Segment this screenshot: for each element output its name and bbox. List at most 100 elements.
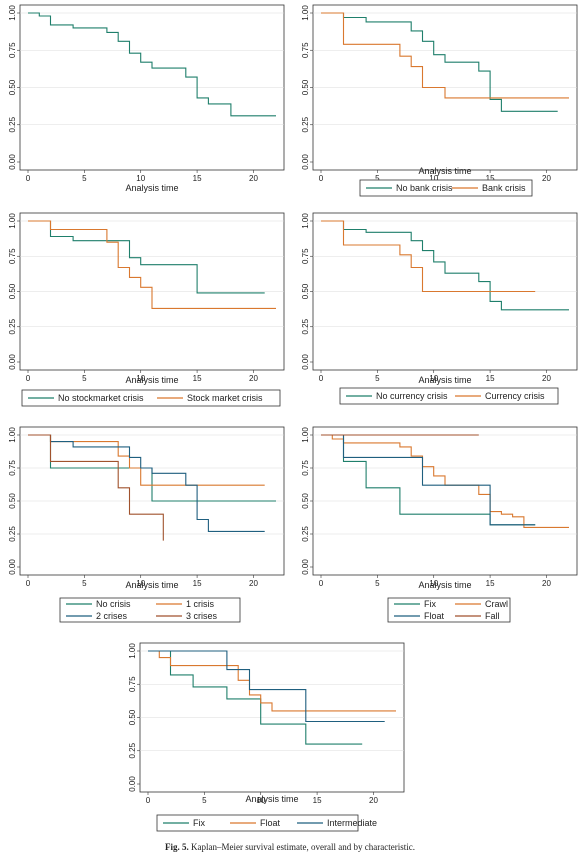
caption-label: Fig. 5. xyxy=(165,842,189,852)
y-tick-label: 0.25 xyxy=(8,116,17,132)
chart-currency: 0.00 0.25 0.50 0.75 1.00 0 5 10 15 20 Analysis tim… xyxy=(301,212,578,405)
x-axis-label: Analysis time xyxy=(125,183,178,193)
series-line-fix xyxy=(148,650,363,745)
y-tick-label: 1.00 xyxy=(301,427,310,443)
legend-label: 3 crises xyxy=(186,611,218,621)
x-tick-label: 0 xyxy=(26,174,31,183)
figure-caption: Fig. 5. Kaplan–Meier survival estimate, … xyxy=(0,842,580,852)
x-tick-label: 15 xyxy=(313,796,322,805)
series-line-crawl xyxy=(321,434,569,528)
series-line-float xyxy=(148,650,396,712)
x-axis-label: Analysis time xyxy=(418,166,471,176)
legend-box xyxy=(21,389,281,407)
x-tick-label: 5 xyxy=(82,174,87,183)
caption-text: Kaplan–Meier survival estimate, overall … xyxy=(188,842,415,852)
x-tick-label: 0 xyxy=(26,374,31,383)
x-tick-label: 10 xyxy=(429,174,438,183)
legend-label: Intermediate xyxy=(327,818,377,828)
y-tick-label: 0.75 xyxy=(8,248,17,264)
series-line-3-crises xyxy=(28,434,164,541)
x-tick-label: 20 xyxy=(249,579,258,588)
y-tick-label: 0.25 xyxy=(8,318,17,334)
y-tick-label: 1.00 xyxy=(8,213,17,229)
x-tick-label: 15 xyxy=(486,174,495,183)
y-tick-label: 0.50 xyxy=(8,79,17,95)
x-tick-label: 0 xyxy=(319,579,324,588)
legend-label: Crawl xyxy=(485,599,508,609)
y-tick-label: 1.00 xyxy=(301,213,310,229)
y-tick-label: 0.00 xyxy=(8,354,17,370)
x-tick-label: 10 xyxy=(429,374,438,383)
series-line-no-stockmarket-crisis xyxy=(28,220,265,294)
x-tick-label: 5 xyxy=(202,796,207,805)
legend-label: Bank crisis xyxy=(482,183,526,193)
y-tick-label: 0.00 xyxy=(301,154,310,170)
x-tick-label: 5 xyxy=(82,579,87,588)
y-tick-label: 0.75 xyxy=(301,460,310,476)
y-tick-label: 0.50 xyxy=(8,283,17,299)
y-tick-label: 0.50 xyxy=(128,709,137,725)
legend-label: No currency crisis xyxy=(376,391,448,401)
series-line-bank-crisis xyxy=(321,12,569,99)
x-tick-label: 20 xyxy=(542,174,551,183)
x-tick-label: 5 xyxy=(375,174,380,183)
chart-regime: 0.00 0.25 0.50 0.75 1.00 0 5 10 15 20 Analysis tim… xyxy=(301,426,578,623)
y-tick-label: 1.00 xyxy=(8,427,17,443)
y-tick-label: 0.25 xyxy=(301,116,310,132)
legend-label: No stockmarket crisis xyxy=(58,393,144,403)
series-line-no-bank-crisis xyxy=(321,12,558,112)
x-tick-label: 20 xyxy=(249,174,258,183)
legend-label: 1 crisis xyxy=(186,599,215,609)
series-line-survival xyxy=(28,12,276,117)
x-tick-label: 20 xyxy=(249,374,258,383)
legend-label: No bank crisis xyxy=(396,183,453,193)
x-axis-label: Analysis time xyxy=(418,580,471,590)
legend-box xyxy=(156,814,359,832)
series-line-2-crises xyxy=(28,434,265,532)
y-tick-label: 0.75 xyxy=(8,460,17,476)
x-tick-label: 5 xyxy=(82,374,87,383)
y-tick-label: 0.25 xyxy=(128,742,137,758)
x-axis-label: Analysis time xyxy=(245,794,298,804)
x-tick-label: 10 xyxy=(136,174,145,183)
chart-crises: 0.00 0.25 0.50 0.75 1.00 0 5 10 15 20 Analysis tim… xyxy=(8,426,285,623)
y-tick-label: 0.50 xyxy=(301,283,310,299)
y-tick-label: 0.00 xyxy=(8,559,17,575)
legend-label: Float xyxy=(424,611,445,621)
series-line-no-currency-crisis xyxy=(321,220,569,311)
y-tick-label: 0.50 xyxy=(301,79,310,95)
y-tick-label: 1.00 xyxy=(128,643,137,659)
x-tick-label: 15 xyxy=(193,174,202,183)
x-tick-label: 15 xyxy=(193,579,202,588)
legend-label: Currency crisis xyxy=(485,391,545,401)
chart-bank: 0.00 0.25 0.50 0.75 1.00 0 5 10 15 20 Analysis tim… xyxy=(301,4,578,197)
y-tick-label: 0.50 xyxy=(8,493,17,509)
chart-stock: 0.00 0.25 0.50 0.75 1.00 0 5 10 15 20 Analysis tim… xyxy=(8,212,285,407)
legend-box xyxy=(359,179,533,197)
x-tick-label: 20 xyxy=(542,579,551,588)
series-line-float xyxy=(321,434,536,526)
legend-label: Float xyxy=(260,818,281,828)
series-line-stock-market-crisis xyxy=(28,220,276,309)
x-tick-label: 10 xyxy=(136,374,145,383)
y-tick-label: 0.75 xyxy=(128,676,137,692)
chart-regime2: 0.00 0.25 0.50 0.75 1.00 0 5 10 15 20 Analysis tim… xyxy=(128,642,405,832)
y-tick-label: 0.00 xyxy=(128,776,137,792)
series-line-intermediate xyxy=(148,650,385,723)
x-tick-label: 0 xyxy=(146,796,151,805)
x-tick-label: 15 xyxy=(486,579,495,588)
legend-label: Fix xyxy=(424,599,436,609)
x-axis-label: Analysis time xyxy=(125,375,178,385)
legend-label: No crisis xyxy=(96,599,131,609)
x-tick-label: 5 xyxy=(375,579,380,588)
y-tick-label: 0.75 xyxy=(8,42,17,58)
y-tick-label: 1.00 xyxy=(8,5,17,21)
legend-box xyxy=(339,387,559,405)
x-tick-label: 10 xyxy=(429,579,438,588)
x-axis-label: Analysis time xyxy=(418,375,471,385)
y-tick-label: 0.00 xyxy=(301,354,310,370)
y-tick-label: 0.75 xyxy=(301,248,310,264)
x-tick-label: 0 xyxy=(26,579,31,588)
x-tick-label: 5 xyxy=(375,374,380,383)
